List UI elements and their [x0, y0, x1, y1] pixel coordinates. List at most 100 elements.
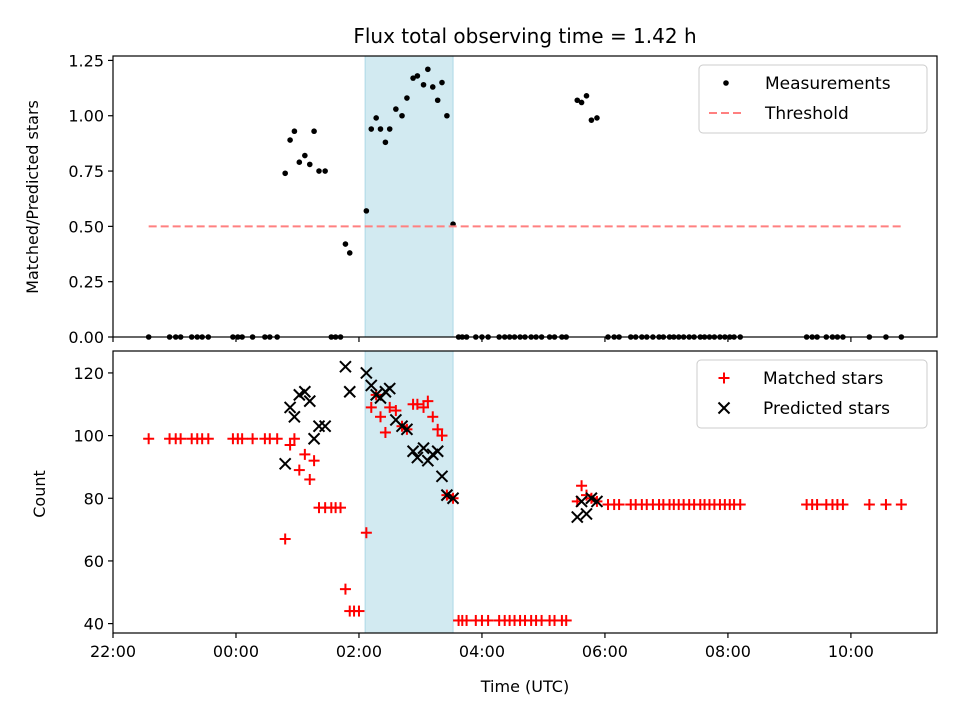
bottom-matched-point — [284, 439, 296, 451]
bottom-matched-point — [202, 433, 214, 445]
top-point — [287, 137, 293, 143]
bottom-predicted-point — [312, 419, 326, 433]
bottom-matched-point — [308, 455, 320, 467]
top-point — [291, 128, 298, 135]
bottom-matched-point — [734, 499, 746, 511]
cross-b — [440, 488, 454, 502]
bottom-predicted-point — [590, 495, 604, 508]
top-point — [414, 73, 421, 79]
xtick-label: 06:00 — [582, 642, 628, 661]
cross-b — [417, 441, 430, 455]
top-point — [439, 79, 445, 86]
cross-b — [278, 457, 292, 471]
bottom-matched-point — [560, 614, 572, 626]
cross-b — [298, 385, 312, 398]
bottom-matched-point — [374, 411, 386, 423]
top-point — [444, 112, 450, 119]
top-panel: 0.00 0.25 0.50 0.75 1.00 1.25 Measurements Thre… — [68, 51, 938, 347]
bottom-predicted-point — [288, 410, 301, 424]
cross-b — [575, 495, 588, 508]
bottom-predicted-point — [365, 379, 378, 392]
legend-cross-b — [717, 401, 731, 415]
bottom-predicted-point — [383, 382, 396, 395]
legend-label: Measurements — [765, 74, 891, 94]
legend-box — [696, 359, 928, 429]
bottom-predicted-point — [278, 457, 292, 471]
xtick-label: 22:00 — [90, 642, 136, 661]
bottom-predicted-point — [406, 445, 420, 458]
bottom-ylabel: Count — [30, 470, 49, 518]
top-point — [302, 152, 308, 159]
bottom-predicted-point — [400, 423, 414, 436]
top-point — [373, 115, 379, 121]
bottom-matched-point — [353, 605, 365, 617]
bottom-matched-point — [411, 398, 423, 410]
xtick-label: 00:00 — [213, 642, 259, 661]
bottom-matched-point — [304, 473, 316, 485]
top-point — [316, 168, 322, 174]
top-ytick-label: 0.75 — [68, 162, 104, 181]
bottom-predicted-point — [411, 451, 424, 464]
xtick-label: 08:00 — [705, 642, 751, 661]
bottom-predicted-point — [571, 510, 584, 524]
bottom-matched-point — [299, 448, 311, 460]
top-ylabel: Matched/Predicted stars — [23, 100, 42, 294]
bottom-predicted-point — [283, 401, 297, 414]
cross-b — [446, 492, 460, 505]
bottom-matched-point — [390, 405, 402, 417]
cross-b — [395, 419, 409, 433]
xtick-label: 02:00 — [336, 642, 382, 661]
bottom-matched-point — [365, 401, 377, 413]
bottom-predicted-point — [580, 507, 593, 521]
bottom-legend: Matched stars Predicted stars — [696, 359, 928, 429]
bottom-matched-point — [613, 499, 625, 511]
top-point — [382, 139, 389, 146]
cross-b — [590, 495, 604, 508]
cross-b — [571, 510, 584, 524]
top-point — [404, 95, 410, 101]
bottom-predicted-point — [307, 432, 321, 445]
top-point — [377, 126, 384, 132]
bottom-matched-point — [288, 433, 300, 445]
cross-b — [400, 423, 414, 436]
top-point — [434, 97, 441, 104]
top-ytick-label: 0.00 — [68, 328, 104, 347]
legend-measurement-swatch — [723, 80, 729, 86]
top-point — [311, 128, 317, 135]
bottom-predicted-point — [339, 360, 352, 373]
bottom-ytick-label: 40 — [84, 615, 104, 634]
bottom-matched-point — [418, 401, 430, 413]
cross-b — [435, 470, 449, 483]
bottom-predicted-point — [446, 492, 460, 505]
top-point — [368, 126, 375, 132]
top-point — [578, 99, 585, 106]
cross-b — [431, 445, 444, 458]
top-point — [342, 241, 349, 247]
top-ytick-label: 0.50 — [68, 217, 104, 236]
bottom-matched-point — [175, 433, 187, 445]
cross-b — [283, 401, 297, 414]
bottom-panel: 40 60 80 100 120 22:00 00:00 02:00 04:00 06:00 08:… — [73, 350, 938, 661]
bottom-matched-point — [360, 527, 372, 539]
top-point — [393, 106, 399, 112]
top-point — [410, 75, 416, 81]
cross-b — [365, 379, 378, 392]
cross-b — [580, 507, 593, 521]
top-point — [282, 170, 288, 177]
top-axes-frame — [112, 55, 938, 338]
bottom-predicted-point — [417, 441, 430, 455]
cross-b — [389, 413, 403, 427]
bottom-ytick-label: 100 — [73, 427, 104, 446]
bottom-matched-point — [811, 499, 823, 511]
bottom-predicted-point — [360, 366, 373, 380]
bottom-matched-point — [143, 433, 155, 445]
legend-label: Matched stars — [763, 369, 883, 389]
cross-b — [343, 385, 356, 398]
chart-title: Flux total observing time = 1.42 h — [353, 24, 696, 48]
bottom-matched-point — [880, 499, 892, 511]
bottom-matched-point — [576, 480, 588, 492]
bottom-predicted-point — [343, 385, 356, 398]
bottom-predicted-point — [435, 470, 449, 483]
cross-b — [307, 432, 321, 445]
bottom-matched-point — [236, 433, 248, 445]
